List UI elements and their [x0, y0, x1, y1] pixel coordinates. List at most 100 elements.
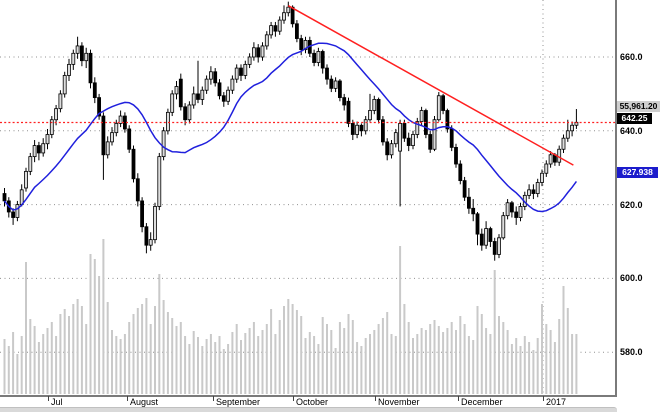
volume-bar: [330, 330, 333, 394]
candle-down: [359, 124, 364, 132]
candle-up: [251, 47, 256, 58]
volume-bar: [283, 306, 285, 394]
candle-down: [312, 52, 317, 63]
candle-up: [282, 12, 286, 21]
volume-bar: [270, 309, 273, 394]
volume-bar: [106, 302, 109, 394]
volume-bar: [433, 320, 436, 394]
volume-bar: [119, 339, 122, 394]
volume-bar: [343, 328, 346, 394]
candle-up: [548, 154, 553, 165]
candle-up: [561, 137, 566, 150]
candle-up: [226, 89, 231, 102]
candle-down: [37, 145, 41, 154]
volume-bar: [192, 331, 195, 394]
volume-bar: [76, 299, 79, 394]
volume-bar: [334, 348, 337, 394]
x-axis-label: October: [296, 397, 329, 407]
candle-up: [544, 163, 549, 174]
candle-down: [101, 115, 106, 156]
candle-down: [97, 97, 101, 117]
candle-up: [557, 148, 562, 163]
candle-up: [277, 19, 282, 32]
volume-bar: [399, 246, 402, 394]
candle-up: [174, 86, 179, 95]
candle-up: [62, 75, 67, 95]
candle-down: [462, 180, 467, 198]
candle-down: [123, 115, 127, 130]
y-axis-line: [615, 0, 617, 397]
candle-up: [110, 132, 114, 143]
candle-down: [337, 80, 342, 98]
volume-bar: [25, 262, 27, 394]
trendline[interactable]: [287, 5, 574, 166]
volume-bar: [171, 318, 174, 394]
candle-down: [488, 228, 493, 242]
candle-down: [80, 45, 84, 62]
candle-up: [260, 45, 265, 58]
candle-up: [316, 51, 321, 63]
volume-bar: [72, 304, 75, 394]
candle-up: [24, 170, 28, 189]
candle-up: [565, 130, 570, 139]
volume-bar: [532, 350, 535, 394]
volume-bar: [248, 328, 251, 394]
volume-bar: [162, 300, 165, 394]
candle-up: [372, 99, 377, 111]
candle-down: [441, 95, 446, 111]
candle-down: [531, 189, 536, 194]
volume-bar: [29, 319, 32, 394]
candle-down: [406, 137, 411, 146]
volume-bar: [381, 318, 384, 394]
volume-bar: [46, 328, 49, 394]
volume-bar: [231, 332, 234, 394]
candle-up: [411, 134, 415, 146]
candle-up: [71, 52, 76, 65]
volume-bar: [278, 320, 281, 394]
candle-down: [402, 123, 407, 139]
volume-bar: [523, 336, 526, 394]
volume-bar: [446, 328, 449, 394]
last-price-badge: 642.25: [617, 113, 652, 124]
volume-bar: [394, 336, 397, 394]
candle-up: [419, 110, 424, 122]
candle-up: [333, 80, 338, 89]
volume-bar: [536, 338, 539, 394]
candle-down: [320, 51, 325, 69]
volume-bar: [442, 332, 445, 394]
x-axis-label: September: [216, 397, 261, 407]
volume-bar: [218, 336, 221, 394]
volume-bar: [300, 316, 303, 394]
volume-bar: [476, 306, 479, 394]
volume-bar: [37, 342, 40, 394]
volume-bar: [562, 286, 565, 394]
candle-up: [157, 156, 162, 207]
volume-bar: [360, 346, 363, 394]
candle-up: [58, 93, 63, 110]
candle-up: [161, 130, 166, 158]
volume-bar: [42, 334, 45, 394]
volume-bar: [274, 334, 277, 394]
candle-up: [264, 34, 269, 47]
x-axis-label: Jul: [51, 397, 63, 407]
candle-up: [355, 124, 360, 135]
volume-bar: [463, 324, 466, 394]
candle-down: [325, 67, 329, 80]
volume-bar: [326, 324, 328, 394]
x-axis-tick: [293, 396, 294, 401]
volume-bar: [154, 306, 156, 394]
y-axis-label: 600.0: [620, 273, 643, 284]
volume-bar: [166, 312, 169, 394]
candle-up: [49, 119, 54, 135]
chart-scrollbar[interactable]: [0, 407, 617, 412]
volume-bar: [403, 304, 406, 394]
volume-bar: [347, 314, 350, 394]
candle-down: [514, 211, 519, 218]
x-axis-label: 2017: [546, 397, 567, 407]
candle-up: [535, 182, 540, 194]
candle-down: [11, 211, 16, 218]
volume-bar: [85, 324, 88, 394]
volume-bar: [498, 316, 500, 394]
volume-bar: [50, 322, 53, 394]
